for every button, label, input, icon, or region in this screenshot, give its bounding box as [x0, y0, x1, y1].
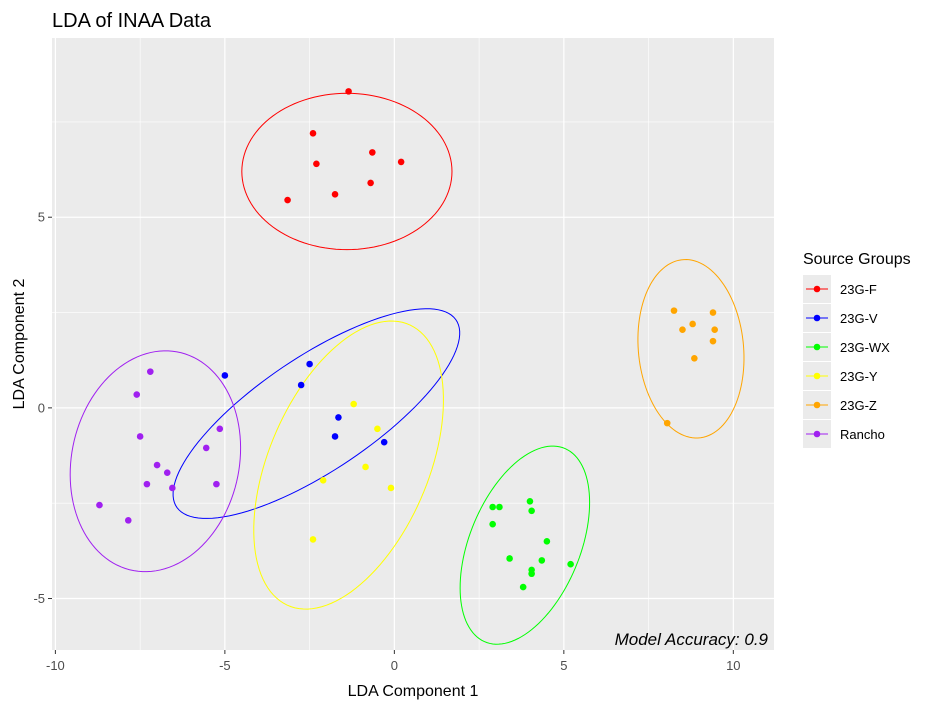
point-23g-v: [306, 360, 313, 368]
point-23g-f: [309, 130, 317, 137]
point-23g-wx: [567, 560, 574, 568]
legend-label: 23G-Y: [840, 369, 878, 384]
point-23g-f: [331, 191, 339, 198]
y-tick-label: 5: [38, 210, 45, 225]
legend-label: Rancho: [840, 427, 885, 442]
legend-item-rancho: Rancho: [803, 420, 885, 448]
ellipse-23g-v: [172, 308, 461, 519]
major-gridlines: [52, 38, 774, 650]
point-23g-wx: [506, 555, 513, 562]
legend-label: 23G-Z: [840, 398, 877, 413]
point-23g-z: [691, 354, 698, 362]
point-23g-wx: [543, 538, 551, 545]
point-23g-y: [350, 400, 357, 408]
point-23g-v: [335, 414, 342, 421]
point-23g-z: [711, 326, 718, 334]
ellipse-23g-wx: [459, 445, 591, 645]
point-23g-wx: [528, 570, 535, 578]
legend: Source Groups 23G-F 23G-V 23G-WX 23G-Y 23G-Z…: [803, 251, 911, 448]
point-23g-wx: [528, 507, 535, 515]
point-23g-z: [709, 337, 717, 345]
ellipse-23g-f: [241, 92, 453, 251]
legend-title: Source Groups: [803, 251, 911, 268]
point-23g-wx: [519, 583, 527, 591]
point-23g-f: [284, 196, 291, 204]
legend-key-point: [813, 314, 821, 322]
x-tick-label: -5: [219, 658, 231, 673]
x-tick-label: 5: [560, 658, 567, 673]
legend-item-23g-f: 23G-F: [803, 275, 877, 303]
x-tick-label: 0: [391, 658, 398, 673]
point-23g-z: [689, 320, 696, 328]
point-rancho: [153, 461, 161, 469]
point-23g-y: [319, 477, 327, 484]
data-points: [96, 88, 718, 591]
plot-panel: [52, 38, 774, 650]
y-axis-ticks: -5 0 5: [33, 210, 52, 606]
ellipse-23g-z: [637, 259, 745, 439]
point-23g-wx: [496, 503, 503, 511]
x-axis-ticks: -10 -5 0 5 10: [46, 650, 741, 673]
point-23g-f: [367, 179, 374, 187]
point-23g-v: [380, 438, 388, 446]
point-23g-y: [309, 536, 317, 543]
y-tick-label: -5: [33, 591, 45, 606]
ellipse-23g-y: [253, 320, 444, 610]
point-rancho: [96, 501, 103, 509]
point-rancho: [124, 517, 132, 524]
x-axis-title: LDA Component 1: [348, 683, 479, 700]
legend-item-23g-v: 23G-V: [803, 304, 878, 332]
legend-item-23g-wx: 23G-WX: [803, 333, 890, 361]
point-23g-y: [362, 463, 369, 471]
point-rancho: [133, 391, 141, 398]
legend-key-point: [813, 343, 821, 351]
chart-title: LDA of INAA Data: [52, 10, 212, 32]
legend-label: 23G-WX: [840, 340, 890, 355]
legend-key-point: [813, 401, 821, 409]
minor-gridlines: [52, 38, 774, 650]
point-23g-wx: [489, 520, 496, 528]
point-23g-f: [397, 158, 405, 166]
point-23g-f: [345, 88, 352, 95]
point-23g-z: [663, 419, 671, 427]
point-rancho: [143, 480, 151, 488]
legend-item-23g-z: 23G-Z: [803, 391, 877, 419]
point-23g-v: [331, 433, 339, 440]
point-23g-wx: [489, 503, 496, 511]
y-tick-label: 0: [38, 400, 45, 415]
legend-item-23g-y: 23G-Y: [803, 362, 878, 390]
point-23g-z: [709, 309, 717, 316]
point-rancho: [213, 480, 220, 488]
confidence-ellipses: [69, 92, 745, 645]
x-tick-label: -10: [46, 658, 65, 673]
legend-label: 23G-F: [840, 282, 877, 297]
model-accuracy-annotation: Model Accuracy: 0.9: [615, 630, 769, 649]
x-tick-label: 10: [726, 658, 740, 673]
point-23g-z: [679, 326, 686, 334]
point-23g-v: [221, 372, 229, 379]
legend-key-point: [813, 372, 821, 380]
point-23g-z: [670, 307, 678, 314]
point-rancho: [136, 433, 144, 440]
point-23g-wx: [538, 557, 546, 564]
point-rancho: [216, 425, 224, 433]
point-23g-f: [313, 160, 320, 168]
point-rancho: [202, 444, 210, 452]
point-23g-f: [369, 149, 376, 156]
point-23g-wx: [526, 497, 534, 505]
point-23g-v: [297, 381, 305, 389]
legend-label: 23G-V: [840, 311, 878, 326]
point-rancho: [163, 469, 171, 476]
legend-key-point: [813, 285, 821, 293]
legend-key-point: [813, 430, 821, 438]
point-rancho: [147, 368, 154, 375]
point-23g-y: [374, 425, 381, 433]
legend-items: 23G-F 23G-V 23G-WX 23G-Y 23G-Z Rancho: [803, 275, 890, 448]
ellipse-rancho: [69, 350, 242, 573]
point-rancho: [169, 484, 176, 492]
point-23g-y: [387, 484, 395, 492]
y-axis-title: LDA Component 2: [11, 279, 28, 410]
